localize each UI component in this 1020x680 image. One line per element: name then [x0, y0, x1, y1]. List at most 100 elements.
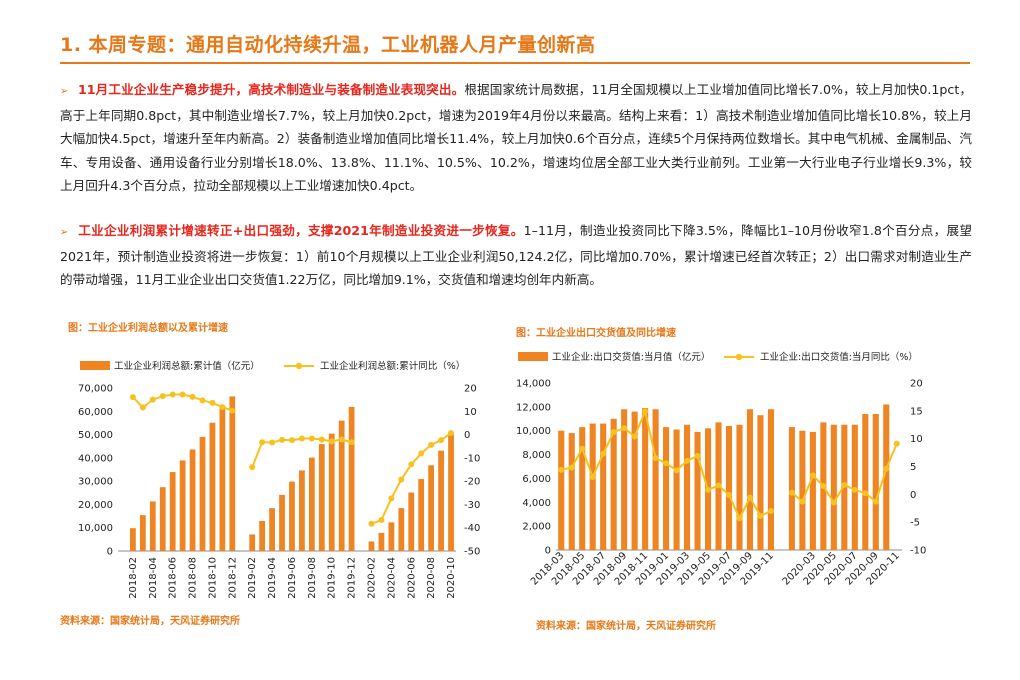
y-left-tick-label: 10,000 — [516, 426, 551, 437]
chart-bar — [642, 408, 649, 550]
chart-bar — [398, 508, 405, 551]
line-point — [328, 438, 335, 445]
chart-bar — [663, 427, 670, 550]
chart-bar — [289, 481, 295, 551]
y-right-tick-label: -30 — [464, 500, 480, 511]
y-left-tick-label: 8,000 — [522, 450, 551, 461]
line-point — [830, 499, 837, 506]
chart-bar — [600, 423, 607, 550]
y-left-tick-label: 40,000 — [78, 453, 113, 464]
chart-bar — [269, 508, 275, 551]
x-tick-label: 2020-08 — [426, 557, 437, 599]
line-point — [199, 397, 206, 404]
chart-bar — [558, 430, 565, 550]
line-point — [149, 396, 156, 403]
chart-bar — [428, 465, 435, 551]
line-point — [589, 474, 596, 481]
y-left-tick-label: 70,000 — [78, 384, 113, 395]
legend-line-label: 工业企业利润总额:累计同比（%） — [320, 360, 465, 372]
chart-bar — [872, 414, 879, 550]
line-point — [579, 445, 586, 452]
chart-bar — [328, 433, 335, 551]
line-point — [428, 441, 435, 448]
line-point — [642, 408, 649, 415]
x-tick-label: 2020-04 — [386, 557, 397, 599]
y-right-tick-label: 20 — [910, 379, 923, 390]
paragraph-lead: 11月工业企业生产稳步提升，高技术制造业与装备制造业表现突出。 — [78, 82, 465, 97]
line-point — [841, 481, 848, 488]
chart-bar — [229, 396, 236, 551]
x-tick-label: 2019-12 — [347, 557, 358, 599]
x-tick-label: 2020-06 — [406, 557, 417, 599]
chart-bar — [348, 406, 355, 551]
line-point — [893, 440, 900, 447]
legend-line-marker — [735, 353, 743, 361]
line-point — [621, 425, 628, 432]
chart-bar — [736, 424, 743, 550]
line-point — [736, 515, 743, 522]
line-point — [378, 517, 385, 524]
x-tick-label: 2018-06 — [168, 557, 179, 599]
y-left-tick-label: 60,000 — [78, 407, 113, 418]
chart-export: 工业企业:出口交货值:当月值（亿元） 工业企业:出口交货值:当月同比（%） 0 2,0… — [516, 351, 926, 588]
y-right-tick-label: -20 — [464, 477, 480, 488]
x-tick-label: 2018-08 — [188, 557, 199, 599]
line-point — [715, 482, 722, 489]
chart-bar — [189, 449, 196, 551]
line-point — [368, 520, 375, 527]
legend-bar-label: 工业企业利润总额:累计值（亿元） — [114, 360, 260, 372]
figure-2-source: 资料来源：国家统计局，天风证券研究所 — [536, 621, 716, 632]
chart-bar — [694, 431, 701, 550]
line-point — [862, 490, 869, 497]
y-left-tick-label: 30,000 — [78, 477, 113, 488]
chart-bar — [169, 472, 176, 551]
chart-bar — [139, 515, 146, 551]
x-tick-label: 2019-04 — [267, 557, 278, 599]
chart-bar — [378, 532, 385, 551]
line-point — [767, 508, 774, 515]
y-right-tick-label: 0 — [464, 430, 470, 441]
line-point — [558, 466, 565, 473]
y-left-tick-label: 2,000 — [522, 522, 551, 533]
chart-bar — [684, 424, 691, 550]
line-point — [308, 435, 315, 442]
paragraph-body: 1–11月，制造业投资同比下降3.5%，降幅比1–10月份收窄1.8个百分点，展… — [60, 223, 972, 287]
x-tick-label: 2019-10 — [327, 557, 338, 599]
y-right-tick-label: -40 — [464, 523, 480, 534]
chart-bar — [883, 404, 890, 550]
y-left-tick-label: 50,000 — [78, 430, 113, 441]
chart-bar — [610, 418, 617, 550]
paragraph-body: 根据国家统计局数据，11月全国规模以上工业增加值同比增长7.0%，较上月加快0.… — [60, 82, 972, 193]
chart-bar — [862, 414, 869, 550]
chart-bar — [149, 501, 156, 551]
line-point — [219, 404, 226, 411]
chart-bar — [299, 470, 305, 551]
chart-bar — [219, 407, 226, 551]
line-point — [851, 486, 858, 493]
chart-bar — [809, 431, 816, 550]
y-right-tick-label: 20 — [464, 384, 477, 395]
line-point — [259, 439, 266, 446]
x-tick-label: 2019-08 — [307, 557, 318, 599]
line-point — [398, 476, 405, 483]
line-point — [348, 439, 355, 446]
chart-bar — [830, 424, 837, 550]
chart-bar — [209, 422, 216, 551]
figure-1-title: 图：工业企业利润总额以及累计增速 — [68, 323, 228, 334]
line-point — [872, 498, 879, 505]
line-point — [318, 436, 325, 443]
bullet-arrow-icon: ➢ — [60, 86, 69, 97]
page-title: 1. 本周专题：通用自动化持续升温，工业机器人月产量创新高 — [60, 34, 596, 56]
chart-bar — [652, 409, 659, 550]
x-tick-label: 2018-02 — [128, 557, 139, 599]
y-left-tick-label: 0 — [107, 547, 113, 558]
y-right-tick-label: -10 — [464, 453, 480, 464]
line-point — [288, 437, 295, 444]
line-point — [269, 439, 276, 446]
chart-bar — [259, 520, 266, 551]
x-tick-label: 2018-04 — [148, 557, 159, 599]
title-divider — [60, 62, 970, 64]
line-point — [408, 461, 415, 468]
chart-bar — [438, 450, 444, 551]
chart-bar — [279, 494, 285, 551]
